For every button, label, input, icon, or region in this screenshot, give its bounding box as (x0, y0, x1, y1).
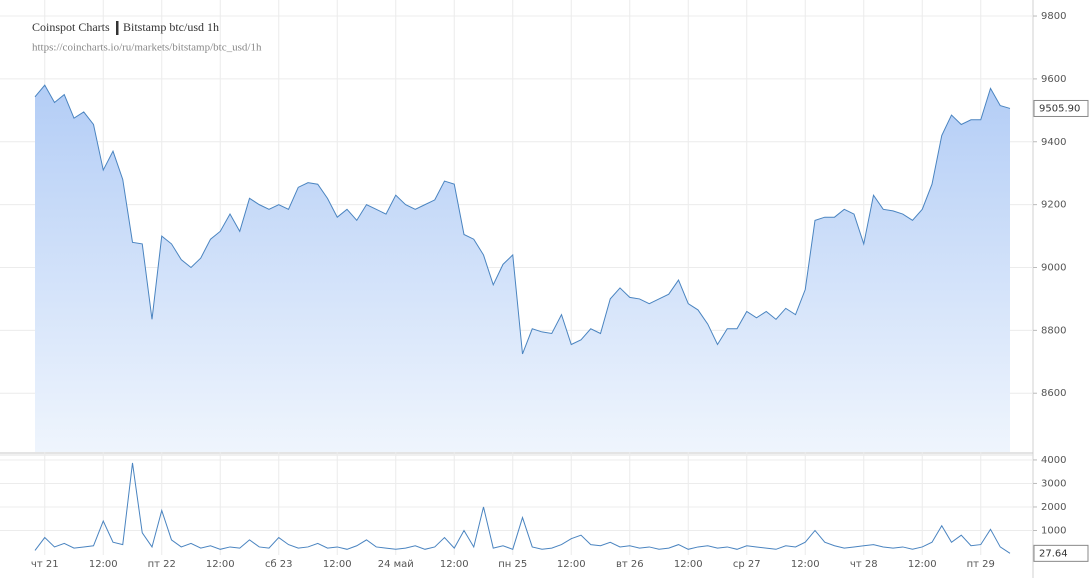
y-tick-label: 9600 (1041, 74, 1066, 85)
x-tick-label: 12:00 (206, 559, 235, 570)
x-tick-label: ср 27 (733, 559, 761, 570)
last-value-label: 27.64 (1039, 548, 1068, 559)
price-area (35, 85, 1010, 453)
y-tick-label: 3000 (1041, 478, 1066, 489)
y-tick-label: 8600 (1041, 388, 1066, 399)
volume-line (34, 462, 1011, 554)
y-tick-label: 4000 (1041, 455, 1066, 466)
y-tick-label: 9000 (1041, 262, 1066, 273)
last-value-box (1033, 544, 1089, 562)
x-tick-label: пт 22 (148, 559, 176, 570)
x-tick-label: 12:00 (89, 559, 118, 570)
chart-subtitle: Bitstamp btc/usd 1h (123, 20, 219, 34)
y-tick-label: 9800 (1041, 11, 1066, 22)
x-tick-label: 12:00 (440, 559, 469, 570)
x-tick-label: вт 26 (616, 559, 644, 570)
y-tick-label: 8800 (1041, 325, 1066, 336)
last-value-box (1033, 99, 1089, 117)
x-tick-label: 12:00 (557, 559, 586, 570)
x-tick-label: 12:00 (908, 559, 937, 570)
source-url: https://coincharts.io/ru/markets/bitstam… (32, 42, 262, 54)
last-value-label: 9505.90 (1039, 103, 1080, 114)
y-tick-label: 2000 (1041, 502, 1066, 513)
x-tick-label: чт 21 (31, 559, 59, 570)
x-tick-label: сб 23 (265, 559, 293, 570)
x-tick-label: 12:00 (674, 559, 703, 570)
title-divider (116, 21, 119, 35)
y-tick-label: 9400 (1041, 137, 1066, 148)
x-tick-label: 12:00 (323, 559, 352, 570)
x-tick-label: чт 28 (850, 559, 878, 570)
x-tick-label: 24 май (378, 559, 414, 570)
chart-title: Coinspot Charts (32, 20, 110, 34)
x-tick-label: 12:00 (791, 559, 820, 570)
y-tick-label: 1000 (1041, 525, 1066, 536)
x-tick-label: пт 29 (967, 559, 995, 570)
price-line (34, 84, 1011, 355)
y-tick-label: 9200 (1041, 200, 1066, 211)
x-tick-label: пн 25 (498, 559, 527, 570)
